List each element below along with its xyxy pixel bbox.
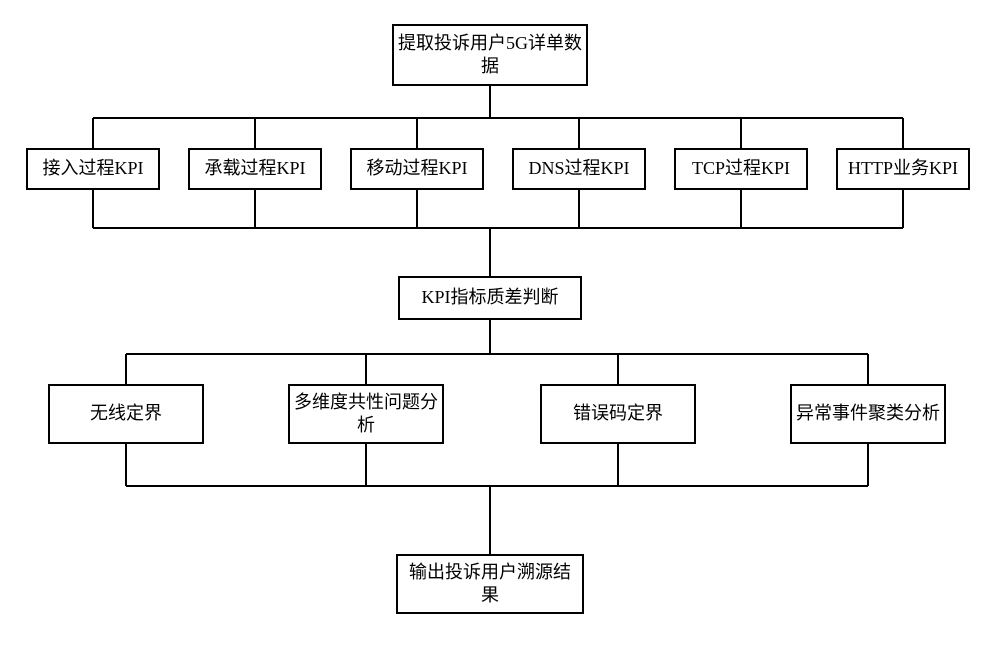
connector-lines	[0, 0, 1000, 648]
node-label: HTTP业务KPI	[848, 157, 958, 180]
node-wireless: 无线定界	[48, 384, 204, 444]
node-multidim: 多维度共性问题分析	[288, 384, 444, 444]
node-label: DNS过程KPI	[528, 157, 629, 180]
node-label: 错误码定界	[573, 402, 663, 425]
node-access-kpi: 接入过程KPI	[26, 148, 160, 190]
node-label: TCP过程KPI	[692, 157, 790, 180]
node-tcp-kpi: TCP过程KPI	[674, 148, 808, 190]
node-http-kpi: HTTP业务KPI	[836, 148, 970, 190]
node-label: 提取投诉用户5G详单数据	[398, 32, 582, 79]
node-label: 输出投诉用户溯源结果	[402, 561, 578, 608]
node-label: 多维度共性问题分析	[294, 391, 438, 438]
node-errorcode: 错误码定界	[540, 384, 696, 444]
node-kpi-judge: KPI指标质差判断	[398, 276, 582, 320]
node-dns-kpi: DNS过程KPI	[512, 148, 646, 190]
node-output: 输出投诉用户溯源结果	[396, 554, 584, 614]
node-anomaly: 异常事件聚类分析	[790, 384, 946, 444]
node-label: KPI指标质差判断	[421, 286, 558, 309]
node-label: 异常事件聚类分析	[796, 402, 940, 425]
node-mobility-kpi: 移动过程KPI	[350, 148, 484, 190]
node-bearer-kpi: 承载过程KPI	[188, 148, 322, 190]
node-label: 接入过程KPI	[42, 157, 143, 180]
node-extract-data: 提取投诉用户5G详单数据	[392, 24, 588, 86]
node-label: 承载过程KPI	[204, 157, 305, 180]
node-label: 移动过程KPI	[366, 157, 467, 180]
node-label: 无线定界	[90, 402, 162, 425]
